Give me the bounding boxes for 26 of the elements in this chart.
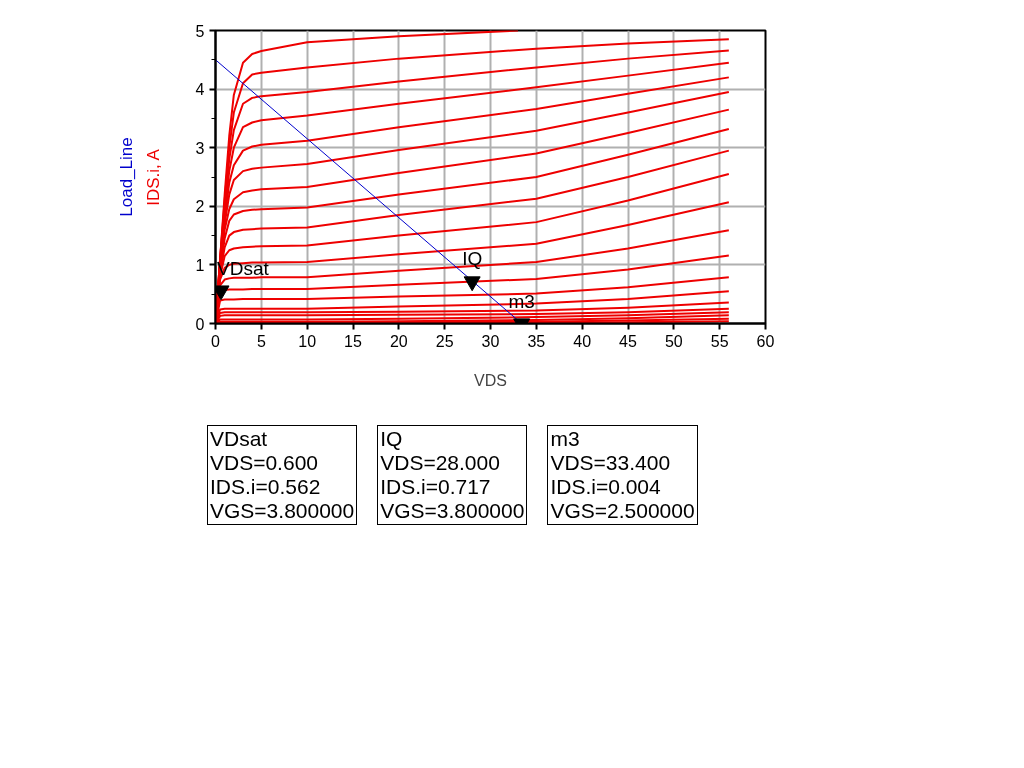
x-tick-label: 45 bbox=[619, 332, 637, 350]
x-tick-label: 50 bbox=[664, 332, 683, 350]
y-tick-label: 1 bbox=[195, 256, 205, 274]
x-tick-label: 0 bbox=[211, 332, 221, 350]
x-tick-label: 40 bbox=[573, 332, 592, 350]
text: Load_Line bbox=[116, 137, 136, 217]
text: VDsat VDS=0.600 IDS.i=0.562 VGS=3.800000 bbox=[207, 425, 358, 525]
y-tick-label: 2 bbox=[195, 198, 205, 216]
y-tick-label: 4 bbox=[195, 81, 205, 99]
y-tick-label: 5 bbox=[195, 22, 205, 40]
x-tick-label: 10 bbox=[298, 332, 317, 350]
x-tick-label: 55 bbox=[710, 332, 729, 350]
x-tick-label: 15 bbox=[344, 332, 362, 350]
x-axis-title: VDS bbox=[474, 371, 507, 389]
x-tick-label: 25 bbox=[435, 332, 454, 350]
y-axis-title: IDS.i, A bbox=[143, 148, 163, 206]
x-tick-label: 30 bbox=[481, 332, 500, 350]
annotation: IQ bbox=[462, 248, 483, 270]
text: IQ VDS=28.000 IDS.i=0.717 VGS=3.800000 bbox=[377, 425, 528, 525]
x-tick-label: 60 bbox=[756, 332, 775, 350]
y-tick-label: 3 bbox=[195, 139, 205, 157]
text: m3 VDS=33.400 IDS.i=0.004 VGS=2.500000 bbox=[547, 425, 698, 525]
y-tick-label: 0 bbox=[195, 315, 205, 333]
x-tick-label: 20 bbox=[389, 332, 408, 350]
x-tick-label: 35 bbox=[527, 332, 546, 350]
x-tick-label: 5 bbox=[256, 332, 266, 350]
